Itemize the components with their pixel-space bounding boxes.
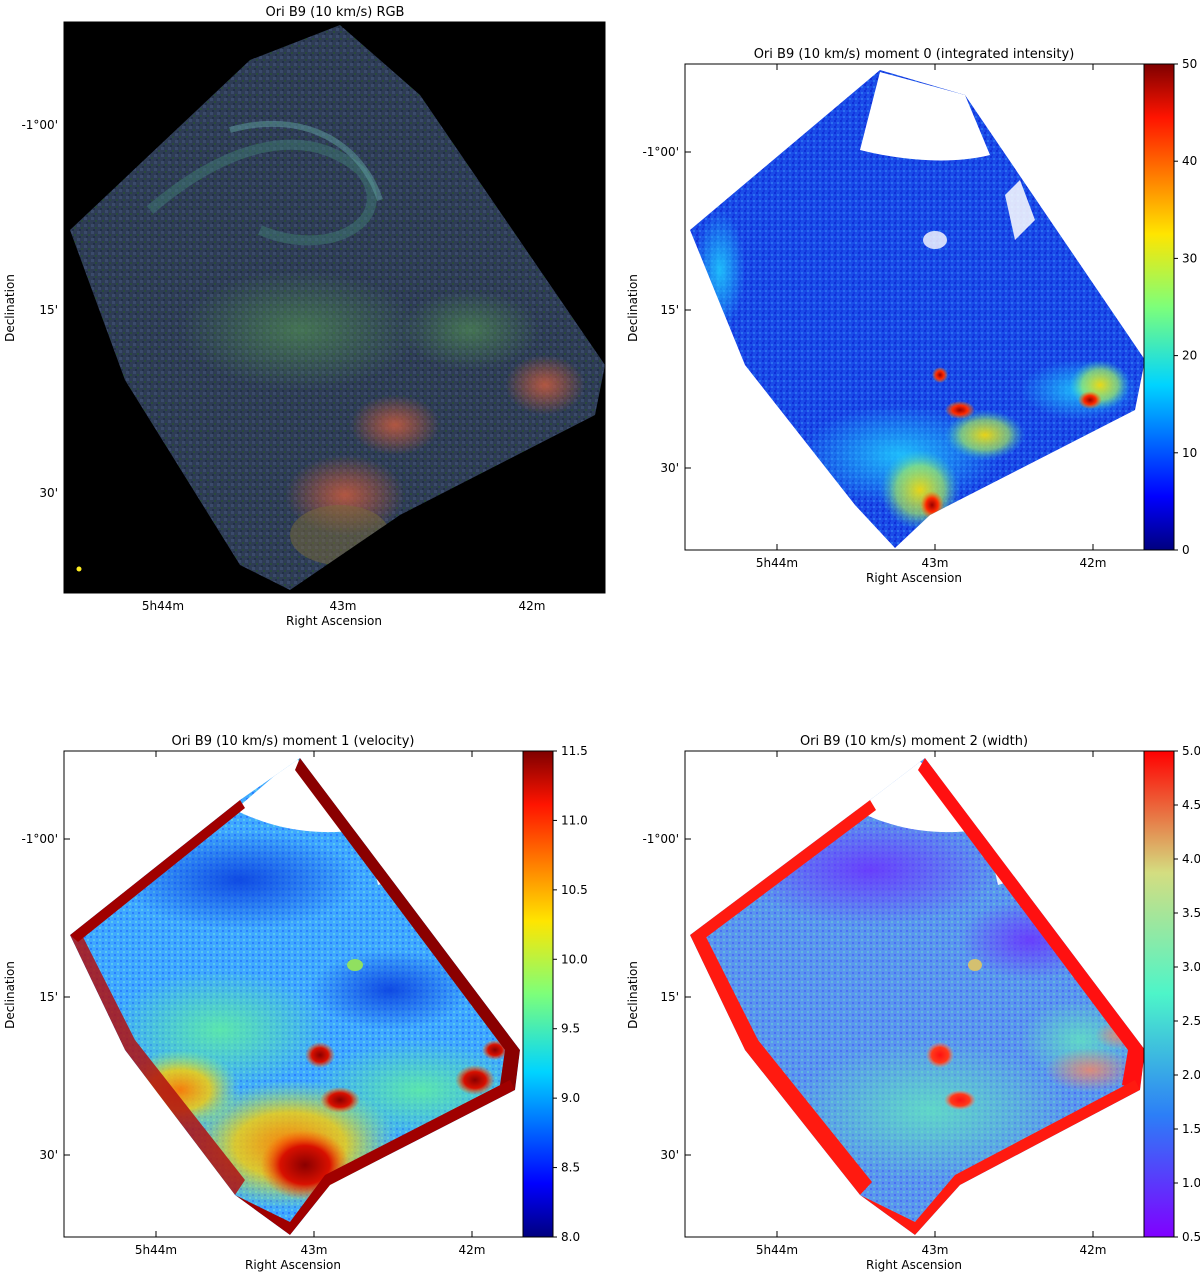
x-axis-label: Right Ascension (866, 571, 962, 585)
panel-title: Ori B9 (10 km/s) moment 0 (integrated in… (754, 47, 1075, 62)
y-tick-label: -1°00' (21, 118, 58, 132)
colorbar-tick-label: 10 (1182, 446, 1197, 460)
y-tick-label: 30' (39, 1148, 58, 1162)
x-tick-label: 5h44m (756, 1243, 798, 1257)
beam-marker (76, 566, 82, 572)
x-tick-label: 43m (922, 556, 949, 570)
colorbar-ticks: 8.0 8.5 9.0 9.5 10.0 10.5 11.0 11.5 (553, 744, 588, 1244)
colorbar-tick-label: 0.5 (1182, 1230, 1200, 1244)
x-tick-label: 43m (301, 1243, 328, 1257)
colorbar-tick-label: 40 (1182, 154, 1197, 168)
colorbar-tick-label: 1.0 (1182, 1176, 1200, 1190)
colorbar-tick-label: 50 (1182, 57, 1197, 71)
colorbar-tick-label: 0 (1182, 543, 1190, 557)
y-tick-label: -1°00' (642, 832, 679, 846)
y-axis-label: Declination (626, 961, 640, 1029)
y-axis-label: Declination (3, 274, 17, 342)
panel-title: Ori B9 (10 km/s) moment 1 (velocity) (171, 734, 414, 749)
panel-title: Ori B9 (10 km/s) moment 2 (width) (800, 734, 1028, 749)
panel-moment2: Ori B9 (10 km/s) moment 2 (width) (626, 734, 1200, 1272)
panel-title: Ori B9 (10 km/s) RGB (266, 5, 405, 20)
panel-moment1: Ori B9 (10 km/s) moment 1 (velocity) (3, 734, 588, 1272)
x-axis-label: Right Ascension (286, 614, 382, 628)
y-tick-label: 15' (39, 990, 58, 1004)
y-tick-label: 30' (660, 1148, 679, 1162)
colorbar-tick-label: 11.5 (561, 744, 588, 758)
y-tick-label: -1°00' (21, 832, 58, 846)
colorbar-tick-label: 4.5 (1182, 798, 1200, 812)
colorbar-tick-label: 5.0 (1182, 744, 1200, 758)
y-tick-label: 30' (660, 461, 679, 475)
x-tick-label: 42m (519, 599, 546, 613)
panel-moment0: Ori B9 (10 km/s) moment 0 (integrated in… (626, 47, 1197, 585)
colorbar: 8.0 8.5 9.0 9.5 10.0 10.5 11.0 11.5 (522, 744, 588, 1244)
y-tick-label: 15' (660, 990, 679, 1004)
axis-ticks (64, 22, 605, 593)
colorbar-tick-label: 3.5 (1182, 906, 1200, 920)
y-tick-label: 30' (39, 486, 58, 500)
colorbar-tick-label: 10.0 (561, 952, 588, 966)
x-axis-label: Right Ascension (866, 1258, 962, 1272)
colorbar-tick-label: 9.0 (561, 1091, 580, 1105)
colorbar-tick-label: 2.0 (1182, 1068, 1200, 1082)
x-axis-label: Right Ascension (245, 1258, 341, 1272)
x-tick-label: 5h44m (142, 599, 184, 613)
colorbar-ticks: 0 10 20 30 40 50 (1174, 57, 1197, 557)
colorbar-tick-label: 20 (1182, 349, 1197, 363)
axis-ticks (685, 64, 1094, 550)
x-tick-label: 5h44m (756, 556, 798, 570)
y-axis-label: Declination (626, 274, 640, 342)
axis-ticks (685, 751, 1094, 1237)
y-tick-label: 15' (39, 303, 58, 317)
colorbar-ticks: 0.5 1.0 1.5 2.0 2.5 3.0 3.5 4.0 4.5 5.0 (1174, 744, 1200, 1244)
x-tick-label: 43m (330, 599, 357, 613)
y-tick-label: -1°00' (642, 145, 679, 159)
colorbar-tick-label: 8.5 (561, 1161, 580, 1175)
y-axis-label: Declination (3, 961, 17, 1029)
colorbar: 0 10 20 30 40 50 (1143, 57, 1197, 557)
x-tick-label: 42m (1080, 1243, 1107, 1257)
colorbar-tick-label: 11.0 (561, 813, 588, 827)
x-tick-label: 42m (1080, 556, 1107, 570)
colorbar-tick-label: 9.5 (561, 1022, 580, 1036)
colorbar-tick-label: 10.5 (561, 883, 588, 897)
x-tick-label: 43m (922, 1243, 949, 1257)
colorbar-tick-label: 1.5 (1182, 1122, 1200, 1136)
colorbar-tick-label: 8.0 (561, 1230, 580, 1244)
colorbar: 0.5 1.0 1.5 2.0 2.5 3.0 3.5 4.0 4.5 5.0 (1143, 744, 1200, 1244)
colorbar-tick-label: 3.0 (1182, 960, 1200, 974)
axis-ticks (64, 751, 473, 1237)
x-tick-label: 5h44m (135, 1243, 177, 1257)
y-tick-label: 15' (660, 303, 679, 317)
colorbar-tick-label: 4.0 (1182, 852, 1200, 866)
colorbar-tick-label: 2.5 (1182, 1014, 1200, 1028)
colorbar-tick-label: 30 (1182, 251, 1197, 265)
panel-rgb: Ori B9 (10 km/s) RGB 5h44m 43m 42m -1°00… (3, 5, 606, 628)
x-tick-label: 42m (459, 1243, 486, 1257)
